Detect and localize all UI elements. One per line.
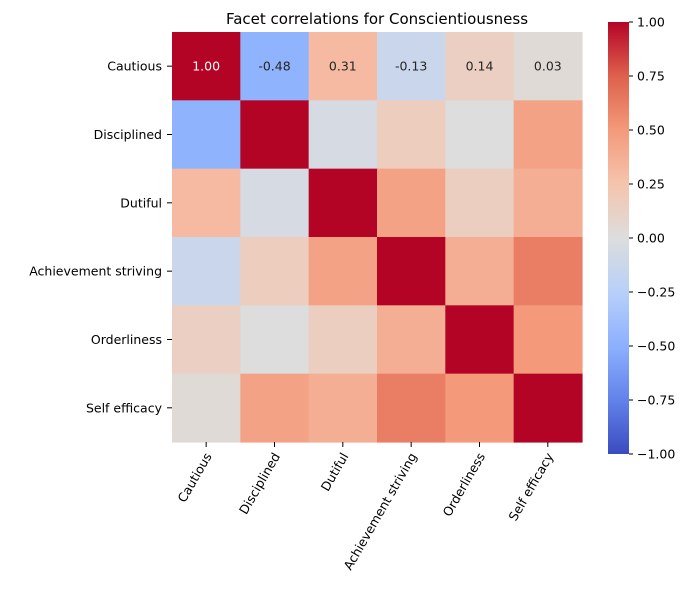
- heatmap-cell: [376, 168, 446, 238]
- x-tick-label: Self efficacy: [505, 449, 556, 523]
- colorbar-tick-label: 1.00: [637, 15, 665, 30]
- heatmap-cell: [513, 236, 583, 306]
- heatmap-cell: [376, 373, 446, 443]
- heatmap-cell: [445, 373, 515, 443]
- heatmap-cell: [240, 100, 310, 170]
- colorbar-tick-label: −0.50: [637, 339, 675, 354]
- colorbar-tick-label: −1.00: [637, 447, 675, 462]
- cell-value-label: -0.48: [258, 59, 290, 74]
- x-tick-label: Achievement striving: [340, 450, 419, 573]
- heatmap-cell: [308, 236, 378, 306]
- heatmap-cell: [376, 100, 446, 170]
- y-tick-label: Achievement striving: [29, 264, 162, 279]
- colorbar-tick-label: −0.25: [637, 285, 675, 300]
- cell-value-label: 0.14: [466, 59, 494, 74]
- x-tick-label: Cautious: [174, 450, 214, 505]
- heatmap-cell: [172, 236, 241, 306]
- y-tick-label: Self efficacy: [86, 400, 163, 415]
- y-axis: Cautious Disciplined Dutiful Achievement st…: [29, 59, 172, 415]
- heatmap-cell: [308, 32, 378, 101]
- heatmap-cell: [172, 305, 241, 375]
- y-tick-label: Disciplined: [94, 127, 162, 142]
- heatmap-cell: [240, 32, 310, 101]
- cell-value-label: 1.00: [192, 59, 220, 74]
- heatmap-cell: [376, 305, 446, 375]
- heatmap-cell: [172, 32, 241, 101]
- x-tick-label: Disciplined: [236, 450, 283, 517]
- heatmap-cell: [308, 168, 378, 238]
- heatmap-cell: [513, 100, 583, 170]
- cell-value-label: 0.03: [534, 59, 562, 74]
- cell-value-label: -0.13: [395, 59, 427, 74]
- colorbar-tick-label: 0.25: [637, 177, 665, 192]
- heatmap-cell: [513, 32, 583, 101]
- heatmap-cell: [240, 373, 310, 443]
- heatmap-cell: [308, 373, 378, 443]
- heatmap-cell: [513, 168, 583, 238]
- heatmap-cells: [172, 32, 583, 443]
- heatmap-cell: [308, 100, 378, 170]
- heatmap-cell: [445, 305, 515, 375]
- heatmap-cell: [513, 305, 583, 375]
- colorbar-tick-label: 0.00: [637, 231, 665, 246]
- colorbar-gradient: [608, 22, 629, 454]
- heatmap-cell: [240, 236, 310, 306]
- chart-title: Facet correlations for Conscientiousness: [226, 10, 528, 28]
- cell-annotations: 1.00 -0.48 0.31 -0.13 0.14 0.03: [192, 59, 561, 74]
- y-tick-label: Orderliness: [91, 332, 162, 347]
- colorbar-tick-label: 0.75: [637, 69, 665, 84]
- heatmap-cell: [308, 305, 378, 375]
- colorbar-tick-label: −0.75: [637, 393, 675, 408]
- heatmap-cell: [172, 373, 241, 443]
- heatmap-cell: [445, 32, 515, 101]
- y-tick-label: Cautious: [107, 59, 162, 74]
- heatmap-cell: [240, 305, 310, 375]
- colorbar-tick-label: 0.50: [637, 123, 665, 138]
- heatmap-cell: [172, 168, 241, 238]
- heatmap-cell: [513, 373, 583, 443]
- heatmap-cell: [240, 168, 310, 238]
- heatmap-cell: [445, 100, 515, 170]
- heatmap-cell: [445, 168, 515, 238]
- y-tick-label: Dutiful: [120, 195, 162, 210]
- cell-value-label: 0.31: [329, 59, 357, 74]
- colorbar: 1.00 0.75 0.50 0.25 0.00 −0.25 −0.50 −0.75 −1.00: [608, 15, 675, 462]
- heatmap-cell: [445, 236, 515, 306]
- x-tick-label: Dutiful: [318, 450, 352, 494]
- heatmap-cell: [376, 32, 446, 101]
- x-tick-label: Orderliness: [440, 450, 489, 519]
- heatmap-cell: [172, 100, 241, 170]
- heatmap-cell: [376, 236, 446, 306]
